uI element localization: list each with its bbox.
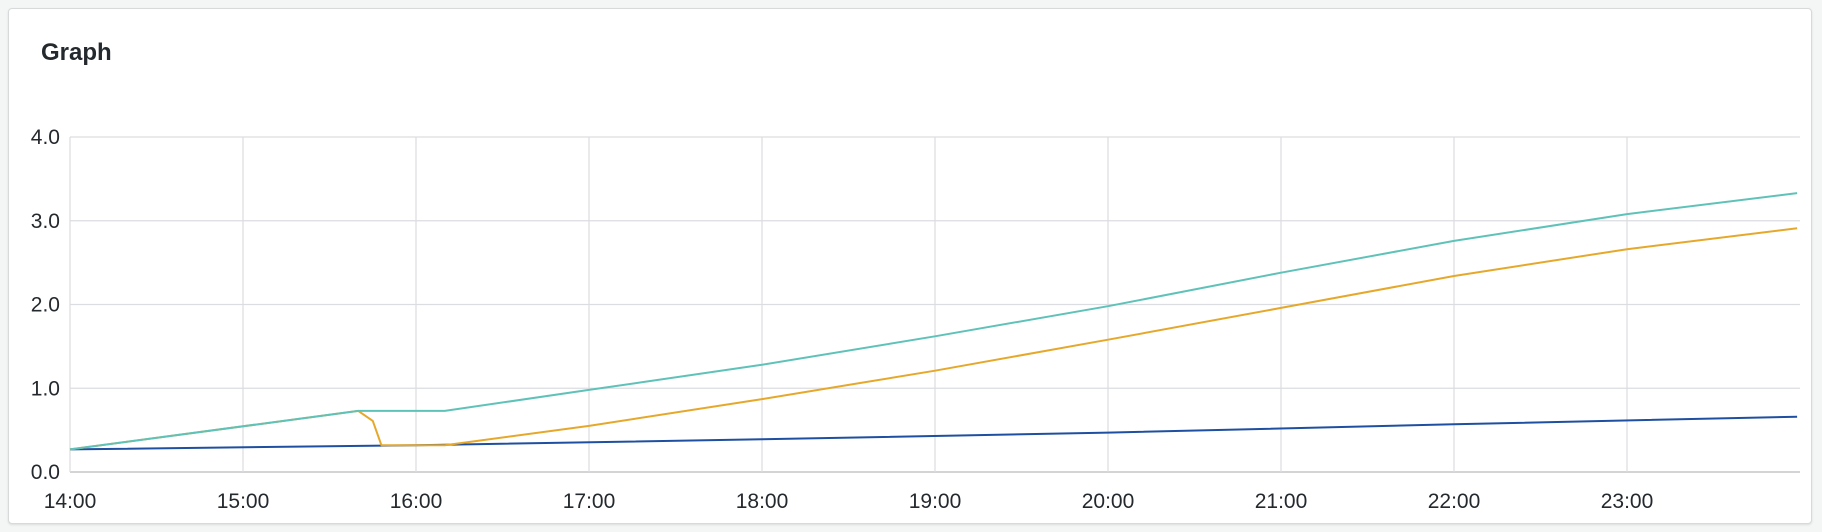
x-tick-label: 23:00: [1601, 490, 1654, 513]
panel-title: Graph: [41, 39, 112, 66]
y-axis-labels: 0.0 1.0 2.0 3.0 4.0: [31, 126, 60, 484]
x-tick-label: 22:00: [1428, 490, 1481, 513]
x-axis-labels: 14:00 15:00 16:00 17:00 18:00 19:00 20:00 21:00…: [44, 490, 1654, 513]
y-tick-label: 3.0: [31, 210, 60, 233]
x-tick-label: 16:00: [390, 490, 443, 513]
x-tick-label: 20:00: [1082, 490, 1135, 513]
y-tick-label: 2.0: [31, 294, 60, 317]
x-tick-label: 21:00: [1255, 490, 1308, 513]
y-tick-label: 1.0: [31, 377, 60, 400]
series-line-1: [69, 415, 1798, 451]
grid-lines: [69, 136, 1800, 473]
y-tick-label: 0.0: [31, 461, 60, 484]
y-tick-label: 4.0: [31, 126, 60, 149]
x-tick-label: 14:00: [44, 490, 97, 513]
series-line-2: [69, 227, 1798, 451]
graph-panel: Graph: [8, 8, 1812, 524]
series-line-3: [69, 192, 1798, 451]
x-tick-label: 15:00: [217, 490, 270, 513]
x-tick-label: 18:00: [736, 490, 789, 513]
series-group: [69, 192, 1798, 451]
x-tick-label: 19:00: [909, 490, 962, 513]
x-tick-label: 17:00: [563, 490, 616, 513]
